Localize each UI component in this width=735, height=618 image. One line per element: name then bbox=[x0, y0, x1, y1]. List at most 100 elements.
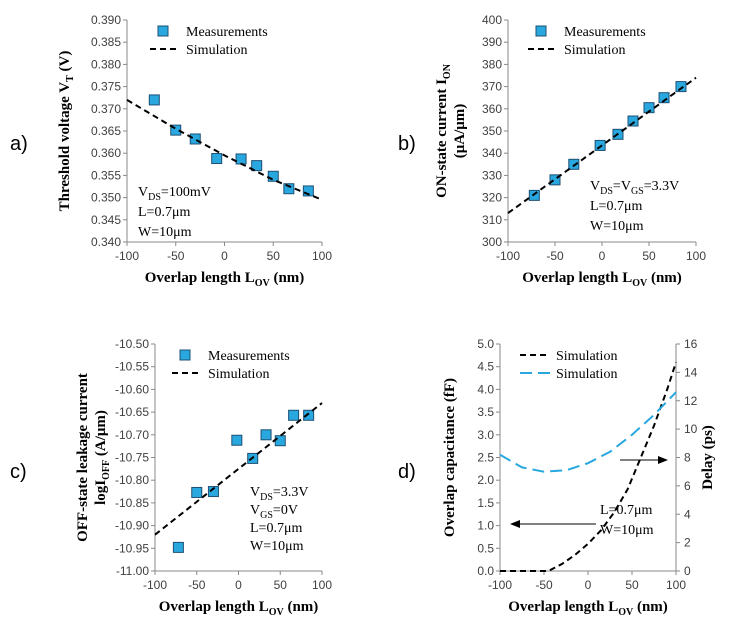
x-tick-label: 100 bbox=[312, 249, 332, 263]
y-tick-label: 0.370 bbox=[91, 102, 121, 116]
y-tick-label: 390 bbox=[482, 35, 502, 49]
data-point bbox=[207, 486, 219, 498]
data-point bbox=[170, 124, 182, 136]
x-tick-label: -100 bbox=[143, 578, 167, 592]
y-tick-label: 1.0 bbox=[477, 519, 494, 533]
x-tick-label: 100 bbox=[312, 578, 332, 592]
annotation: VDS=3.3V bbox=[250, 485, 308, 503]
x-tick-label: -100 bbox=[488, 578, 512, 592]
annotation: VDS=VGS=3.3V bbox=[590, 179, 679, 197]
series-line bbox=[507, 76, 697, 214]
y2-tick-label: 10 bbox=[684, 422, 698, 436]
y-tick-label: 360 bbox=[482, 102, 502, 116]
data-point bbox=[191, 486, 203, 498]
y-tick-label: 400 bbox=[482, 13, 502, 27]
series-line bbox=[499, 391, 677, 473]
y-tick-label: 340 bbox=[482, 146, 502, 160]
arrow-head bbox=[658, 456, 668, 464]
x-tick-label: -50 bbox=[535, 578, 553, 592]
y-tick-label: -10.80 bbox=[115, 473, 149, 487]
y-tick-label: 4.0 bbox=[477, 382, 494, 396]
y-tick-label: 0.355 bbox=[91, 168, 121, 182]
chart-a: a) 0.340 0.345 0.350 0.355 0.360 0.365 0.370 0.3… bbox=[10, 13, 332, 289]
y-tick-label: 0.375 bbox=[91, 80, 121, 94]
y-tick-label: 370 bbox=[482, 80, 502, 94]
legend-label: Simulation bbox=[556, 349, 617, 364]
panel-label-c: c) bbox=[10, 461, 27, 483]
y-tick-label: 2.0 bbox=[477, 473, 494, 487]
data-point bbox=[267, 170, 279, 182]
x-tick-label: -50 bbox=[188, 578, 206, 592]
legend-label: Measurements bbox=[564, 25, 646, 40]
y-axis-title: OFF-state leakage current bbox=[75, 373, 91, 542]
y-tick-label: -10.50 bbox=[115, 337, 149, 351]
data-point bbox=[528, 189, 540, 201]
data-point bbox=[189, 133, 201, 145]
legend-marker bbox=[179, 349, 191, 361]
y-tick-label: 350 bbox=[482, 124, 502, 138]
x-tick-label: 50 bbox=[642, 249, 656, 263]
x-axis-title: Overlap length LOV (nm) bbox=[145, 270, 305, 289]
annotation: VGS=0V bbox=[250, 503, 298, 521]
chart-d: d) 0.0 0.5 1.0 1.5 2.0 2.5 3.0 3.5 4.0 4.5 5.0 0 2 4 6 8… bbox=[398, 337, 716, 618]
data-point bbox=[148, 94, 160, 106]
data-point bbox=[594, 139, 606, 151]
x-tick-label: -50 bbox=[546, 249, 564, 263]
y-tick-label: -10.70 bbox=[115, 428, 149, 442]
y-axis-title-line2: logIOFF (A/μm) bbox=[93, 410, 112, 505]
data-point bbox=[274, 435, 286, 447]
y-tick-label: -10.95 bbox=[115, 541, 149, 555]
y-tick-label: -10.55 bbox=[115, 360, 149, 374]
x-tick-label: 50 bbox=[625, 578, 639, 592]
annotation: L=0.7μm bbox=[600, 503, 652, 518]
y-tick-label: 1.5 bbox=[477, 496, 494, 510]
legend-label: Measurements bbox=[208, 349, 290, 364]
y-tick-label: 5.0 bbox=[477, 337, 494, 351]
y2-tick-label: 14 bbox=[684, 365, 698, 379]
data-point bbox=[568, 158, 580, 170]
chart-c: c) -11.00 -10.95 -10.90 -10.85 -10.80 -10.75 -1… bbox=[10, 337, 332, 618]
x-tick-label: 0 bbox=[599, 249, 606, 263]
y-tick-label: 2.5 bbox=[477, 451, 494, 465]
annotation: W=10μm bbox=[138, 225, 192, 240]
data-point bbox=[211, 153, 223, 165]
annotation: L=0.7μm bbox=[250, 521, 302, 536]
annotation: L=0.7μm bbox=[138, 205, 190, 220]
y2-tick-label: 16 bbox=[684, 337, 698, 351]
y-tick-label: 0.365 bbox=[91, 124, 121, 138]
x-tick-label: 0 bbox=[585, 578, 592, 592]
x-axis-title: Overlap length LOV (nm) bbox=[522, 270, 682, 289]
annotation: W=10μm bbox=[250, 539, 304, 554]
arrow-right-icon bbox=[620, 456, 668, 464]
x-tick-label: 100 bbox=[666, 578, 686, 592]
data-point bbox=[251, 160, 263, 172]
y-tick-label: -10.65 bbox=[115, 405, 149, 419]
x-tick-label: 50 bbox=[274, 578, 288, 592]
y2-tick-label: 2 bbox=[684, 536, 691, 550]
data-point bbox=[283, 183, 295, 195]
legend-label: Simulation bbox=[564, 43, 625, 58]
x-tick-label: 0 bbox=[235, 578, 242, 592]
x-tick-label: 50 bbox=[267, 249, 281, 263]
legend: Measurements Simulation bbox=[150, 25, 268, 58]
panel-label-b: b) bbox=[398, 133, 416, 155]
legend-label: Simulation bbox=[208, 367, 269, 382]
y-tick-label: -11.00 bbox=[116, 564, 149, 578]
legend-label: Simulation bbox=[556, 367, 617, 382]
chart-b: b) 300 310 320 330 340 350 360 370 380 390 400 -100 -… bbox=[398, 13, 706, 289]
y-tick-label: 0.380 bbox=[91, 57, 121, 71]
y-tick-label: 330 bbox=[482, 168, 502, 182]
legend-marker bbox=[157, 25, 169, 37]
y-tick-label: -10.90 bbox=[115, 519, 149, 533]
y-tick-label: 3.5 bbox=[477, 405, 494, 419]
data-point bbox=[549, 174, 561, 186]
x-axis-title: Overlap length LOV (nm) bbox=[508, 599, 668, 618]
y2-tick-label: 12 bbox=[684, 394, 698, 408]
legend: Measurements Simulation bbox=[172, 349, 290, 382]
x-tick-label: 100 bbox=[686, 249, 706, 263]
legend: Simulation Simulation bbox=[520, 349, 617, 382]
x-tick-label: -100 bbox=[496, 249, 520, 263]
y-tick-label: -10.85 bbox=[115, 496, 149, 510]
x-tick-label: -50 bbox=[167, 249, 185, 263]
